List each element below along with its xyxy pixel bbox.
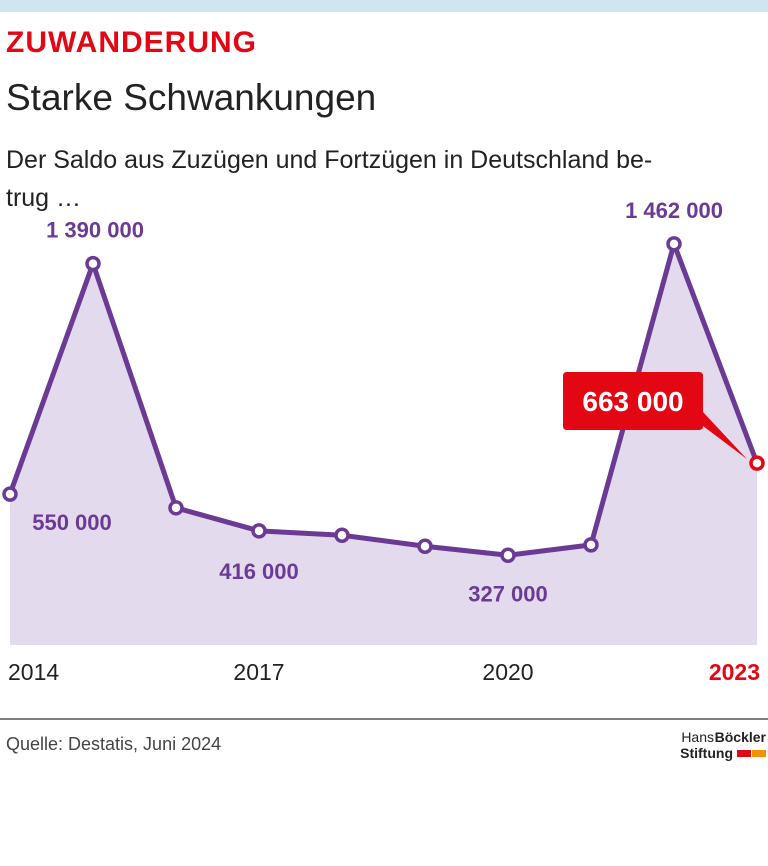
logo-text: Böckler bbox=[715, 729, 767, 745]
point bbox=[500, 547, 516, 564]
kicker: ZUWANDERUNG bbox=[6, 26, 257, 59]
logo-mark bbox=[752, 750, 766, 757]
point bbox=[2, 486, 18, 502]
point bbox=[749, 455, 765, 471]
point bbox=[583, 537, 599, 553]
area bbox=[10, 243, 757, 645]
data-label: 327 000 bbox=[468, 581, 548, 606]
logo-text: Hans bbox=[681, 729, 714, 745]
x-tick-label: 2014 bbox=[8, 659, 59, 685]
x-tick-label: 2020 bbox=[482, 659, 533, 685]
subtitle: trug … bbox=[6, 184, 81, 212]
plot: 2014 550 000 1 390 000 2017 416 000 2020 327 0… bbox=[2, 198, 765, 685]
top-bar bbox=[0, 0, 768, 12]
point bbox=[251, 523, 267, 539]
x-tick-label: 2023 bbox=[709, 659, 760, 685]
point bbox=[334, 527, 350, 543]
point bbox=[417, 538, 433, 554]
point bbox=[168, 500, 184, 516]
data-label: 550 000 bbox=[32, 510, 112, 535]
data-label: 1 390 000 bbox=[46, 218, 144, 243]
data-label: 416 000 bbox=[219, 559, 299, 584]
callout bbox=[563, 372, 747, 460]
x-tick-label: 2017 bbox=[233, 659, 284, 685]
subtitle: Der Saldo aus Zuzügen und Fortzügen in D… bbox=[6, 146, 652, 174]
chart-title: Starke Schwankungen bbox=[6, 77, 376, 118]
data-label: 663 000 bbox=[582, 386, 683, 417]
point bbox=[666, 236, 682, 252]
data-label: 1 462 000 bbox=[625, 198, 723, 223]
source: Quelle: Destatis, Juni 2024 bbox=[6, 734, 221, 754]
logo-text: Stiftung bbox=[680, 745, 733, 761]
point bbox=[85, 255, 101, 272]
logo-mark bbox=[737, 750, 751, 757]
